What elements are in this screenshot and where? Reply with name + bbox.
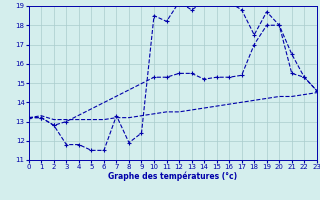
X-axis label: Graphe des températures (°c): Graphe des températures (°c) — [108, 172, 237, 181]
